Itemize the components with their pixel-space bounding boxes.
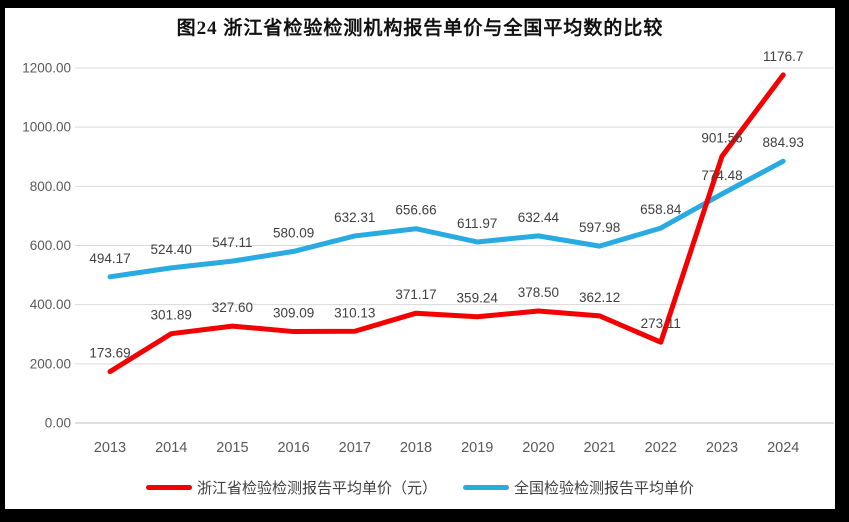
- x-axis-tick-label: 2013: [94, 440, 126, 456]
- legend-item-zhejiang: 浙江省检验检测报告平均单价（元）: [145, 477, 437, 498]
- data-label-series-1: 884.93: [763, 135, 804, 150]
- x-axis-tick-label: 2016: [277, 440, 309, 456]
- x-axis-tick-label: 2017: [339, 440, 371, 456]
- data-label-series-1: 658.84: [640, 202, 682, 217]
- x-axis-tick-label: 2020: [522, 440, 554, 456]
- x-axis-tick-label: 2018: [400, 440, 432, 456]
- series-line-0: [107, 72, 786, 375]
- legend-item-national: 全国检验检测报告平均单价: [463, 477, 694, 498]
- data-label-series-1: 632.44: [518, 210, 560, 225]
- data-label-series-0: 901.56: [701, 130, 742, 145]
- series-line-1: [107, 158, 786, 280]
- y-axis-tick-label: 0.00: [45, 416, 71, 431]
- legend-label-zhejiang: 浙江省检验检测报告平均单价（元）: [196, 479, 437, 497]
- data-label-series-0: 309.09: [273, 306, 314, 321]
- chart-legend: 浙江省检验检测报告平均单价（元） 全国检验检测报告平均单价: [5, 477, 835, 497]
- data-label-series-0: 327.60: [212, 300, 253, 315]
- chart-title: 图24 浙江省检验检测机构报告单价与全国平均数的比较: [176, 18, 664, 39]
- data-label-series-0: 310.13: [334, 305, 375, 320]
- y-axis-tick-label: 1000.00: [22, 120, 71, 135]
- x-axis-tick-label: 2023: [706, 440, 738, 456]
- x-axis-tick-label: 2014: [155, 440, 187, 456]
- legend-swatch-red-line-icon: [145, 484, 192, 490]
- y-axis-tick-label: 800.00: [30, 179, 71, 194]
- data-label-series-0: 378.50: [518, 285, 559, 300]
- data-label-series-1: 774.48: [701, 168, 742, 183]
- data-label-series-1: 611.97: [457, 216, 497, 231]
- data-label-series-0: 273.11: [641, 316, 681, 331]
- data-label-series-1: 524.40: [151, 242, 192, 257]
- y-axis-tick-label: 1200.00: [22, 61, 71, 76]
- y-axis-tick-label: 400.00: [30, 297, 71, 312]
- data-label-series-0: 301.89: [151, 308, 192, 323]
- data-label-series-1: 632.31: [334, 210, 375, 225]
- data-label-series-1: 494.17: [89, 251, 130, 266]
- legend-swatch-blue-line-icon: [463, 484, 509, 490]
- data-label-series-0: 362.12: [579, 290, 620, 305]
- data-label-series-1: 597.98: [579, 220, 620, 235]
- data-label-series-1: 547.11: [212, 235, 252, 250]
- x-axis-tick-label: 2021: [583, 440, 615, 456]
- data-label-series-0: 359.24: [457, 291, 499, 306]
- chart-page: 图24 浙江省检验检测机构报告单价与全国平均数的比较 0.00 200.00 400…: [5, 8, 835, 509]
- x-axis-tick-label: 2019: [461, 440, 493, 456]
- x-axis-tick-label: 2015: [216, 440, 248, 456]
- data-label-series-0: 173.69: [89, 346, 130, 361]
- data-label-series-1: 580.09: [273, 225, 314, 240]
- x-axis-tick-label: 2022: [645, 440, 677, 456]
- y-axis-tick-label: 200.00: [30, 356, 71, 371]
- legend-label-national: 全国检验检测报告平均单价: [514, 479, 695, 497]
- data-label-series-0: 1176.7: [763, 49, 803, 64]
- x-axis-tick-label: 2024: [767, 440, 799, 456]
- data-label-series-1: 656.66: [395, 203, 436, 218]
- y-axis-tick-label: 600.00: [30, 238, 71, 253]
- chart-svg: 0.00 200.00 400.00 600.00 800.00 1000.00 1200.…: [22, 49, 834, 456]
- data-label-series-0: 371.17: [395, 287, 436, 302]
